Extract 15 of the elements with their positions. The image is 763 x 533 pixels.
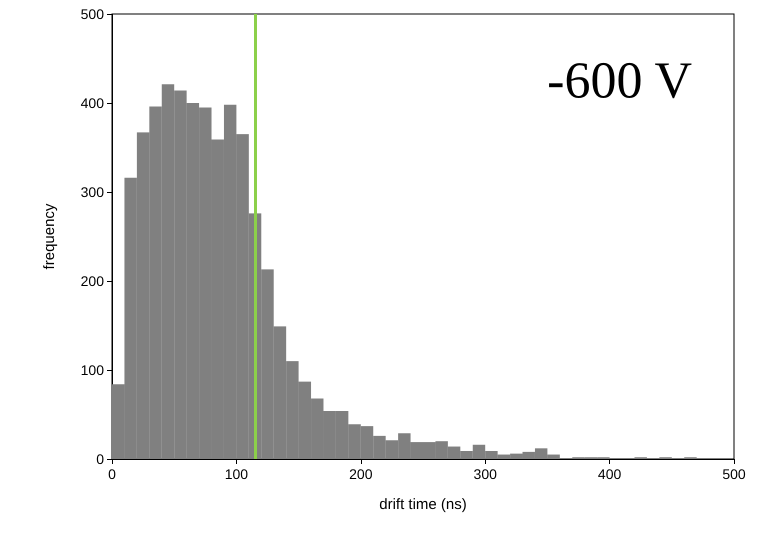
y-tick-label: 500	[80, 6, 104, 22]
y-axis-title: frequency	[41, 203, 58, 270]
x-tick-label: 200	[349, 466, 373, 482]
y-tick-label: 300	[80, 184, 104, 200]
y-tick-label: 400	[80, 95, 104, 111]
y-tick-label: 200	[80, 273, 104, 289]
x-tick-label: 500	[722, 466, 746, 482]
x-tick-label: 0	[108, 466, 116, 482]
x-axis-title: drift time (ns)	[379, 496, 467, 513]
annotation: -600 V	[547, 52, 692, 110]
x-tick-label: 300	[474, 466, 498, 482]
y-tick-label: 100	[80, 362, 104, 378]
x-tick-label: 100	[224, 466, 248, 482]
x-tick-label: 400	[598, 466, 622, 482]
y-tick-label: 0	[96, 451, 104, 467]
